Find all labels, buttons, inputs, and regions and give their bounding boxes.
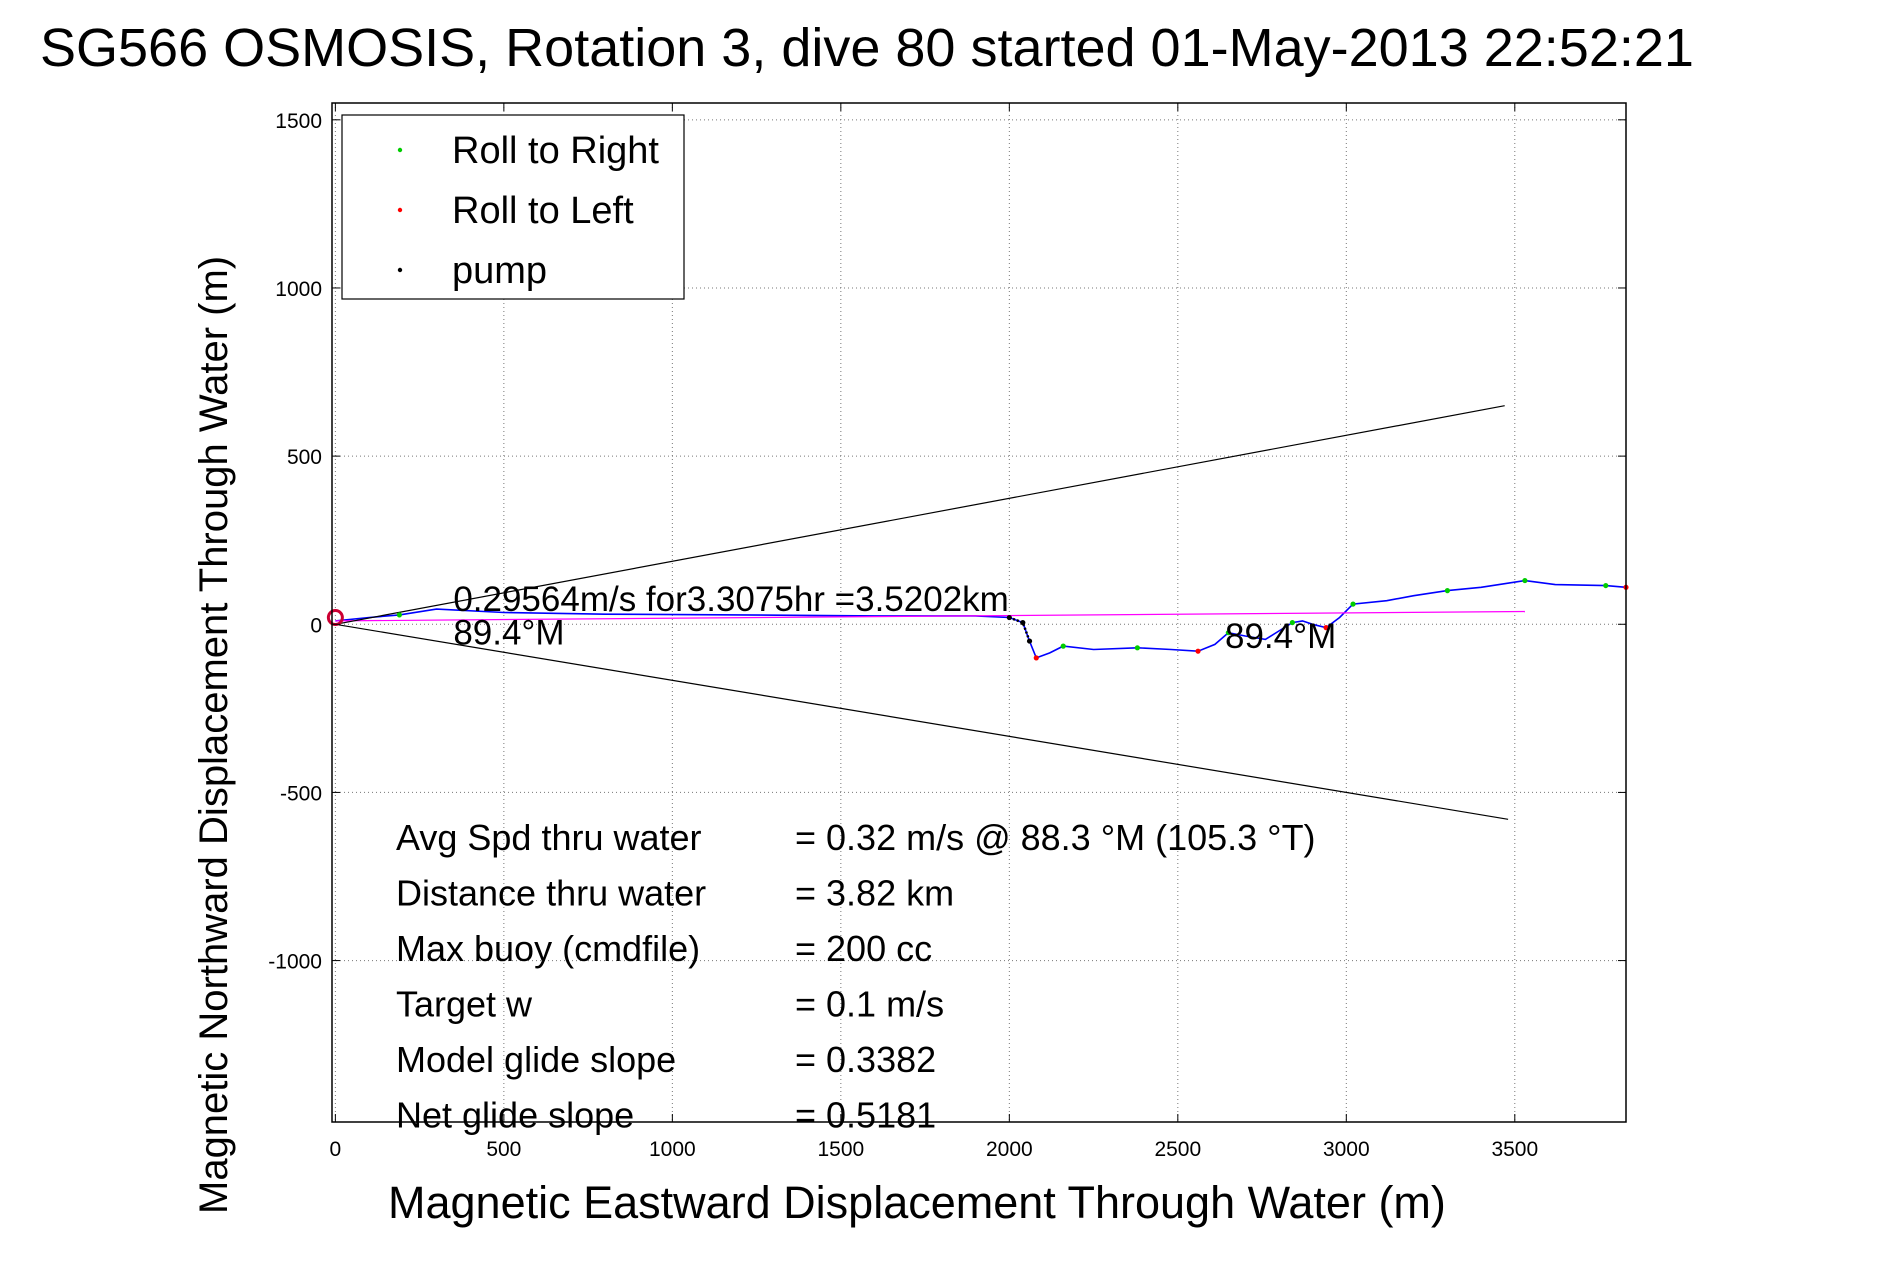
stat-value: = 3.82 km xyxy=(795,873,954,914)
y-tick-label: 0 xyxy=(310,614,322,637)
stat-value: = 0.5181 xyxy=(795,1095,936,1136)
marker-roll-right xyxy=(1444,588,1451,594)
stat-value: = 0.32 m/s @ 88.3 °M (105.3 °T) xyxy=(795,817,1316,858)
marker-roll-right xyxy=(396,612,402,618)
marker-roll-left xyxy=(1323,625,1329,631)
chart-title: SG566 OSMOSIS, Rotation 3, dive 80 start… xyxy=(40,18,1694,78)
annotation: 89.4°M xyxy=(1225,617,1336,656)
legend-label: Roll to Left xyxy=(452,190,634,232)
pump-segment xyxy=(1008,616,1031,642)
series-average-line xyxy=(335,610,1525,622)
x-tick-label: 1500 xyxy=(817,1138,864,1161)
stat-label: Distance thru water xyxy=(396,873,706,914)
x-tick-label: 500 xyxy=(486,1138,521,1161)
legend-label: pump xyxy=(452,250,547,292)
stat-label: Target w xyxy=(396,984,533,1025)
x-tick-label: 3500 xyxy=(1491,1138,1538,1161)
tick-layer: 0 500 1000 1500 2000 2500 3000 3500 -1000 -500 0 50… xyxy=(268,103,1626,1161)
marker-roll-left xyxy=(1033,655,1039,661)
series-cone-upper-line xyxy=(335,405,1505,625)
stat-label: Net glide slope xyxy=(396,1095,634,1136)
marker-roll-right xyxy=(1522,577,1528,584)
marker-roll-right xyxy=(1350,601,1356,607)
stat-label: Model glide slope xyxy=(396,1039,676,1080)
marker-roll-left xyxy=(1195,648,1201,654)
y-tick-label: 1000 xyxy=(275,278,322,301)
legend-marker xyxy=(397,207,403,213)
marker-roll-right xyxy=(1134,645,1140,651)
series-track-line xyxy=(335,579,1627,659)
legend-marker xyxy=(397,147,403,153)
annotation: 89.4°M xyxy=(453,613,564,652)
y-tick-label: 500 xyxy=(287,446,322,469)
series-cone-lower-line xyxy=(335,623,1509,820)
annotation: 0.29564m/s for3.3075hr =3.5202km xyxy=(453,580,1009,619)
stat-label: Avg Spd thru water xyxy=(396,817,702,858)
x-tick-label: 3000 xyxy=(1323,1138,1370,1161)
y-tick-label: -1000 xyxy=(268,951,322,974)
x-axis-label: Magnetic Eastward Displacement Through W… xyxy=(388,1177,1446,1228)
legend: Roll to Right Roll to Left pump xyxy=(341,114,685,300)
x-tick-label: 2500 xyxy=(1154,1138,1201,1161)
marker-roll-right xyxy=(1603,582,1609,589)
x-tick-label: 1000 xyxy=(649,1138,696,1161)
y-tick-label: 1500 xyxy=(275,110,322,133)
marker-layer xyxy=(396,577,1629,661)
stats-block: Avg Spd thru water = 0.32 m/s @ 88.3 °M (… xyxy=(396,817,1316,1136)
stat-value: = 0.3382 xyxy=(795,1039,936,1080)
marker-roll-right xyxy=(1289,619,1295,626)
axes-frame xyxy=(331,102,1627,1123)
x-tick-label: 0 xyxy=(330,1138,342,1161)
stat-value: = 0.1 m/s xyxy=(795,984,944,1025)
marker-roll-right xyxy=(1225,630,1231,636)
legend-label: Roll to Right xyxy=(452,130,659,172)
stat-value: = 200 cc xyxy=(795,928,932,969)
y-tick-label: -500 xyxy=(280,782,322,805)
legend-marker xyxy=(397,267,403,273)
y-axis-label: Magnetic Northward Displacement Through … xyxy=(192,256,236,1214)
x-tick-label: 2000 xyxy=(986,1138,1033,1161)
marker-roll-right xyxy=(1060,643,1066,649)
stat-label: Max buoy (cmdfile) xyxy=(396,928,700,969)
